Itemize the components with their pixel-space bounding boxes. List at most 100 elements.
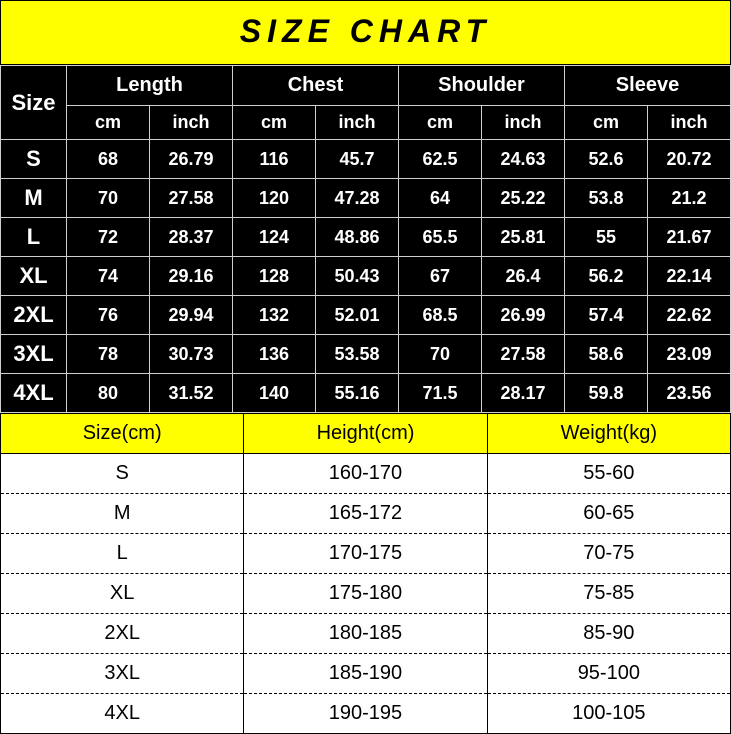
cell: 21.2 xyxy=(648,179,731,218)
cell: 27.58 xyxy=(150,179,233,218)
unit-inch: inch xyxy=(150,106,233,140)
measurements-body: S 68 26.79 116 45.7 62.5 24.63 52.6 20.7… xyxy=(1,140,731,413)
cell: 100-105 xyxy=(487,694,730,734)
cell: 67 xyxy=(399,257,482,296)
size-label: 2XL xyxy=(1,296,67,335)
cell: 30.73 xyxy=(150,335,233,374)
cell: 80 xyxy=(67,374,150,413)
cell: 68.5 xyxy=(399,296,482,335)
unit-inch: inch xyxy=(482,106,565,140)
cell: 160-170 xyxy=(244,454,487,494)
cell: S xyxy=(1,454,244,494)
chart-title: SIZE CHART xyxy=(0,0,731,65)
rec-col-height: Height(cm) xyxy=(244,414,487,454)
size-label: 4XL xyxy=(1,374,67,413)
cell: 21.67 xyxy=(648,218,731,257)
table-row: L 170-175 70-75 xyxy=(1,534,731,574)
cell: 25.81 xyxy=(482,218,565,257)
cell: 128 xyxy=(233,257,316,296)
cell: 170-175 xyxy=(244,534,487,574)
table-row: L 72 28.37 124 48.86 65.5 25.81 55 21.67 xyxy=(1,218,731,257)
size-label: M xyxy=(1,179,67,218)
cell: 71.5 xyxy=(399,374,482,413)
cell: 48.86 xyxy=(316,218,399,257)
cell: 62.5 xyxy=(399,140,482,179)
unit-inch: inch xyxy=(648,106,731,140)
col-size: Size xyxy=(1,66,67,140)
size-label: XL xyxy=(1,257,67,296)
cell: 55-60 xyxy=(487,454,730,494)
table-row: 3XL 185-190 95-100 xyxy=(1,654,731,694)
cell: 26.4 xyxy=(482,257,565,296)
measurements-table: Size Length Chest Shoulder Sleeve cm inc… xyxy=(0,65,731,413)
cell: 165-172 xyxy=(244,494,487,534)
cell: 22.14 xyxy=(648,257,731,296)
cell: 29.16 xyxy=(150,257,233,296)
cell: 47.28 xyxy=(316,179,399,218)
cell: 185-190 xyxy=(244,654,487,694)
cell: 56.2 xyxy=(565,257,648,296)
rec-col-weight: Weight(kg) xyxy=(487,414,730,454)
cell: XL xyxy=(1,574,244,614)
col-length: Length xyxy=(67,66,233,106)
table-row: 4XL 190-195 100-105 xyxy=(1,694,731,734)
cell: 53.8 xyxy=(565,179,648,218)
cell: 70-75 xyxy=(487,534,730,574)
unit-cm: cm xyxy=(233,106,316,140)
cell: 4XL xyxy=(1,694,244,734)
cell: 190-195 xyxy=(244,694,487,734)
table-row: XL 74 29.16 128 50.43 67 26.4 56.2 22.14 xyxy=(1,257,731,296)
cell: 116 xyxy=(233,140,316,179)
cell: 52.6 xyxy=(565,140,648,179)
col-shoulder: Shoulder xyxy=(399,66,565,106)
cell: M xyxy=(1,494,244,534)
table-row: 3XL 78 30.73 136 53.58 70 27.58 58.6 23.… xyxy=(1,335,731,374)
table-row: S 160-170 55-60 xyxy=(1,454,731,494)
cell: 132 xyxy=(233,296,316,335)
table-row: 2XL 180-185 85-90 xyxy=(1,614,731,654)
cell: 68 xyxy=(67,140,150,179)
cell: L xyxy=(1,534,244,574)
table-row: M 70 27.58 120 47.28 64 25.22 53.8 21.2 xyxy=(1,179,731,218)
size-label: L xyxy=(1,218,67,257)
unit-cm: cm xyxy=(565,106,648,140)
size-chart-container: SIZE CHART Size Length Chest Shoulder Sl… xyxy=(0,0,731,734)
cell: 175-180 xyxy=(244,574,487,614)
cell: 2XL xyxy=(1,614,244,654)
cell: 53.58 xyxy=(316,335,399,374)
cell: 95-100 xyxy=(487,654,730,694)
cell: 24.63 xyxy=(482,140,565,179)
cell: 28.17 xyxy=(482,374,565,413)
cell: 57.4 xyxy=(565,296,648,335)
cell: 85-90 xyxy=(487,614,730,654)
cell: 140 xyxy=(233,374,316,413)
unit-inch: inch xyxy=(316,106,399,140)
cell: 180-185 xyxy=(244,614,487,654)
table-row: XL 175-180 75-85 xyxy=(1,574,731,614)
cell: 70 xyxy=(67,179,150,218)
cell: 23.09 xyxy=(648,335,731,374)
cell: 29.94 xyxy=(150,296,233,335)
cell: 64 xyxy=(399,179,482,218)
cell: 27.58 xyxy=(482,335,565,374)
cell: 75-85 xyxy=(487,574,730,614)
cell: 76 xyxy=(67,296,150,335)
cell: 52.01 xyxy=(316,296,399,335)
recommendation-table: Size(cm) Height(cm) Weight(kg) S 160-170… xyxy=(0,413,731,734)
cell: 50.43 xyxy=(316,257,399,296)
cell: 31.52 xyxy=(150,374,233,413)
table-row: 4XL 80 31.52 140 55.16 71.5 28.17 59.8 2… xyxy=(1,374,731,413)
cell: 26.99 xyxy=(482,296,565,335)
cell: 72 xyxy=(67,218,150,257)
table-row: M 165-172 60-65 xyxy=(1,494,731,534)
table-row: 2XL 76 29.94 132 52.01 68.5 26.99 57.4 2… xyxy=(1,296,731,335)
cell: 26.79 xyxy=(150,140,233,179)
size-label: S xyxy=(1,140,67,179)
col-sleeve: Sleeve xyxy=(565,66,731,106)
table-row: S 68 26.79 116 45.7 62.5 24.63 52.6 20.7… xyxy=(1,140,731,179)
cell: 3XL xyxy=(1,654,244,694)
cell: 20.72 xyxy=(648,140,731,179)
rec-col-size: Size(cm) xyxy=(1,414,244,454)
cell: 55 xyxy=(565,218,648,257)
cell: 65.5 xyxy=(399,218,482,257)
